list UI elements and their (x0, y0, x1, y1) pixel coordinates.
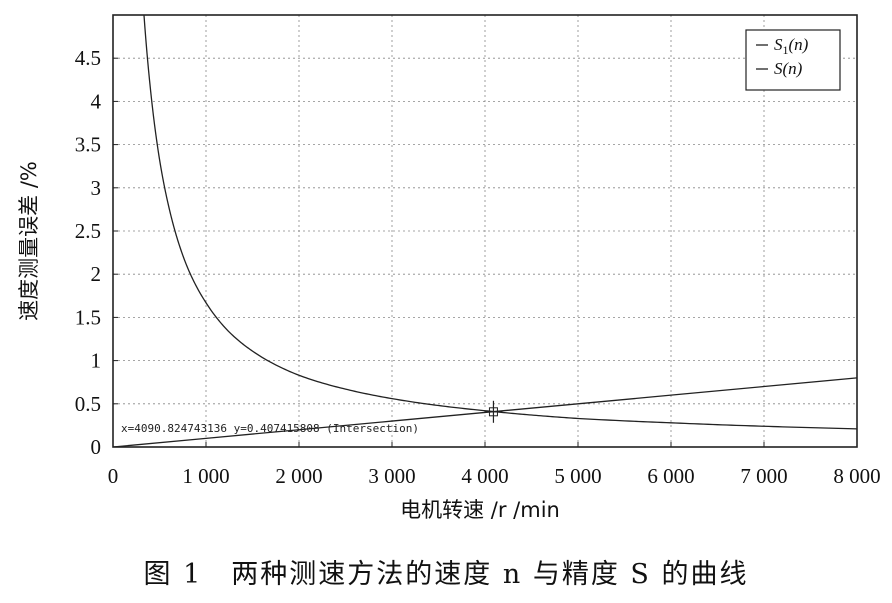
y-tick-label-2: 1 (91, 349, 102, 373)
x-axis-label: 电机转速 /r /min (400, 498, 560, 522)
figure-caption: 图 1 两种测速方法的速度 n 与精度 S 的曲线 (143, 559, 749, 590)
y-tick-label-7: 3.5 (75, 133, 101, 157)
y-tick-label-4: 2 (91, 262, 102, 286)
series-line-2 (113, 377, 857, 447)
x-tick-label-6: 6 000 (647, 464, 694, 488)
legend-entry-1: S1(n) (774, 35, 809, 57)
legend-box (745, 29, 841, 91)
y-tick-label-1: 0.5 (75, 392, 101, 416)
x-tick-label-3: 3 000 (368, 464, 415, 488)
intersection-annotation: x=4090.824743136 y=0.407415808 (Intersec… (121, 400, 503, 435)
y-tick-label-6: 3 (91, 176, 102, 200)
y-tick-label-9: 4.5 (75, 46, 101, 70)
y-tick-label-5: 2.5 (75, 219, 101, 243)
x-tick-label-4: 4 000 (461, 464, 508, 488)
y-tick-label-3: 1.5 (75, 305, 101, 329)
x-tick-label-5: 5 000 (554, 464, 601, 488)
series-lines (113, 15, 857, 447)
x-tick-label-7: 7 000 (740, 464, 787, 488)
intersection-readout: x=4090.824743136 y=0.407415808 (Intersec… (121, 422, 419, 435)
y-tick-label-8: 4 (91, 89, 102, 113)
x-tick-label-2: 2 000 (275, 464, 322, 488)
tick-labels: 0 1 000 2 000 3 000 4 000 5 000 6 000 7 000 8 00… (75, 46, 881, 488)
grid-lines (113, 15, 857, 447)
intersection-marker (488, 407, 498, 417)
y-tick-label-0: 0 (91, 435, 102, 459)
chart: 0 1 000 2 000 3 000 4 000 5 000 6 000 7 000 8 00… (17, 14, 881, 522)
legend-entry-2: S(n) (774, 59, 803, 78)
legend: S1(n) S(n) (745, 29, 841, 91)
x-tick-label-1: 1 000 (182, 464, 229, 488)
y-axis-label: 速度测量误差 /% (17, 161, 41, 321)
series-line-1 (143, 15, 857, 430)
x-tick-label-8: 8 000 (833, 464, 880, 488)
x-tick-label-0: 0 (108, 464, 119, 488)
